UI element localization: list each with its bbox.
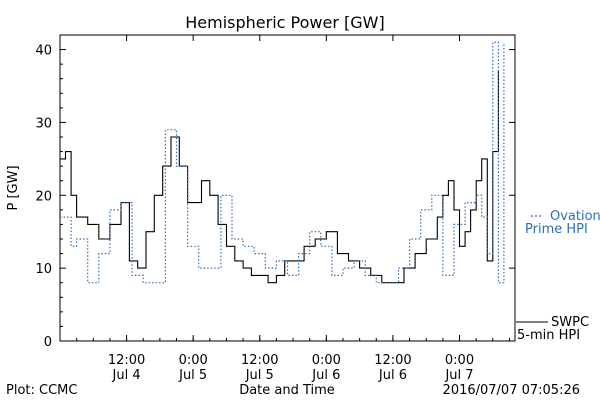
x-tick-time-0: 12:00 <box>108 353 145 368</box>
y-tick-label-20: 20 <box>35 189 52 204</box>
x-tick-date-0: Jul 4 <box>112 368 141 383</box>
y-axis-ticks: 0 10 20 30 40 <box>35 44 515 350</box>
series-line-ovation <box>60 41 505 284</box>
x-tick-date-3: Jul 6 <box>311 368 340 383</box>
y-tick-label-10: 10 <box>35 262 52 277</box>
x-tick-time-4: 12:00 <box>374 353 411 368</box>
x-tick-date-1: Jul 5 <box>178 368 207 383</box>
x-tick-time-1: 0:00 <box>179 353 208 368</box>
plot-frame <box>59 34 516 342</box>
x-tick-date-4: Jul 6 <box>378 368 407 383</box>
legend-ovation-line2: Prime HPI <box>525 222 588 237</box>
x-tick-time-5: 0:00 <box>445 353 474 368</box>
series-layer <box>60 41 505 284</box>
x-tick-date-5: Jul 7 <box>444 368 473 383</box>
y-tick-label-0: 0 <box>44 335 52 350</box>
legend-swpc-line1: SWPC <box>551 315 589 330</box>
footer-plot-credit: Plot: CCMC <box>6 383 77 398</box>
footer-timestamp: 2016/07/07 07:05:26 <box>443 383 580 398</box>
y-tick-label-30: 30 <box>35 116 52 131</box>
x-tick-time-2: 12:00 <box>241 353 278 368</box>
chart-title: Hemispheric Power [GW] <box>185 13 384 32</box>
x-tick-time-3: 0:00 <box>312 353 341 368</box>
legend-swpc-line2: 5-min HPI <box>517 328 580 343</box>
legend-ovation-line1: Ovation <box>550 209 600 224</box>
y-axis-label: P [GW] <box>6 165 21 210</box>
x-axis-label: Date and Time <box>239 383 335 398</box>
x-tick-date-2: Jul 5 <box>245 368 274 383</box>
y-tick-label-40: 40 <box>35 44 52 59</box>
series-line-swpc <box>60 71 499 284</box>
